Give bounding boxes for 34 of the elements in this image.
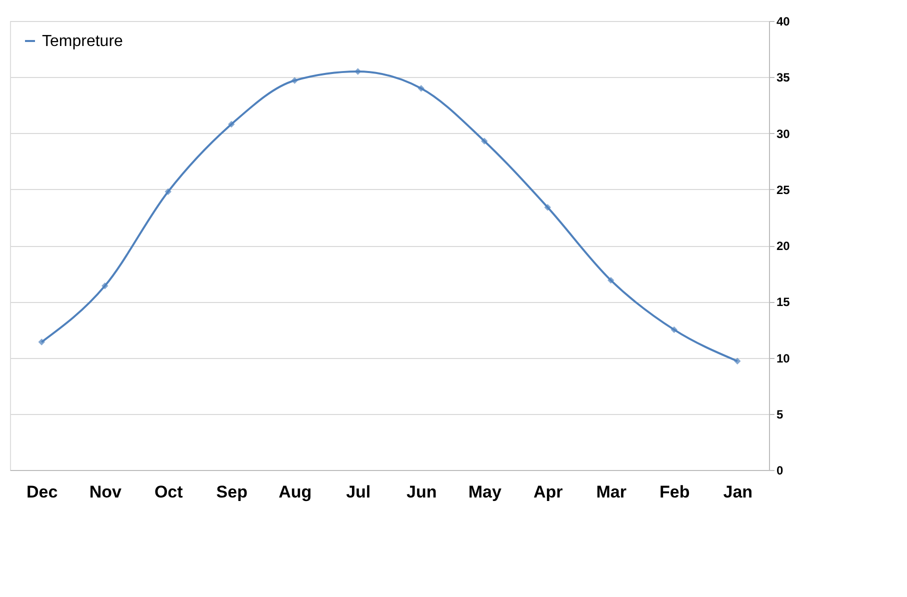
x-tick-label: Nov xyxy=(89,482,122,502)
x-tick-label: Sep xyxy=(216,482,248,502)
y-tick-label: 40 xyxy=(776,14,790,28)
x-tick-label: Jul xyxy=(346,482,371,502)
point xyxy=(38,338,45,346)
point xyxy=(481,138,488,144)
point xyxy=(102,282,108,290)
point xyxy=(291,77,298,84)
x-tick-label: Aug xyxy=(278,482,312,502)
x-tick-label: Oct xyxy=(154,482,184,502)
point xyxy=(354,68,362,75)
x-tick-label: Jan xyxy=(723,482,753,502)
point xyxy=(608,276,614,284)
x-tick-label: May xyxy=(468,482,502,502)
y-tick-label: 15 xyxy=(776,295,790,310)
legend-label: Tempreture xyxy=(42,33,124,50)
x-tick-label: Dec xyxy=(26,482,58,502)
y-tick-label: 30 xyxy=(776,126,790,141)
point xyxy=(544,204,551,211)
y-tick-label: 10 xyxy=(776,351,790,366)
point xyxy=(164,188,172,195)
y-tick-label: 20 xyxy=(776,239,790,253)
x-tick-label: Mar xyxy=(596,482,627,502)
x-tick-label: Jun xyxy=(406,482,437,502)
y-tick-label: 0 xyxy=(776,464,784,478)
point xyxy=(418,84,424,92)
x-tick-label: Apr xyxy=(533,482,564,502)
y-tick-label: 5 xyxy=(776,407,784,422)
x-tick-label: Feb xyxy=(660,482,690,502)
point xyxy=(734,358,741,364)
y-tick-label: 25 xyxy=(776,182,790,197)
point xyxy=(228,120,235,128)
point xyxy=(670,326,678,334)
y-tick-label: 35 xyxy=(776,70,790,85)
